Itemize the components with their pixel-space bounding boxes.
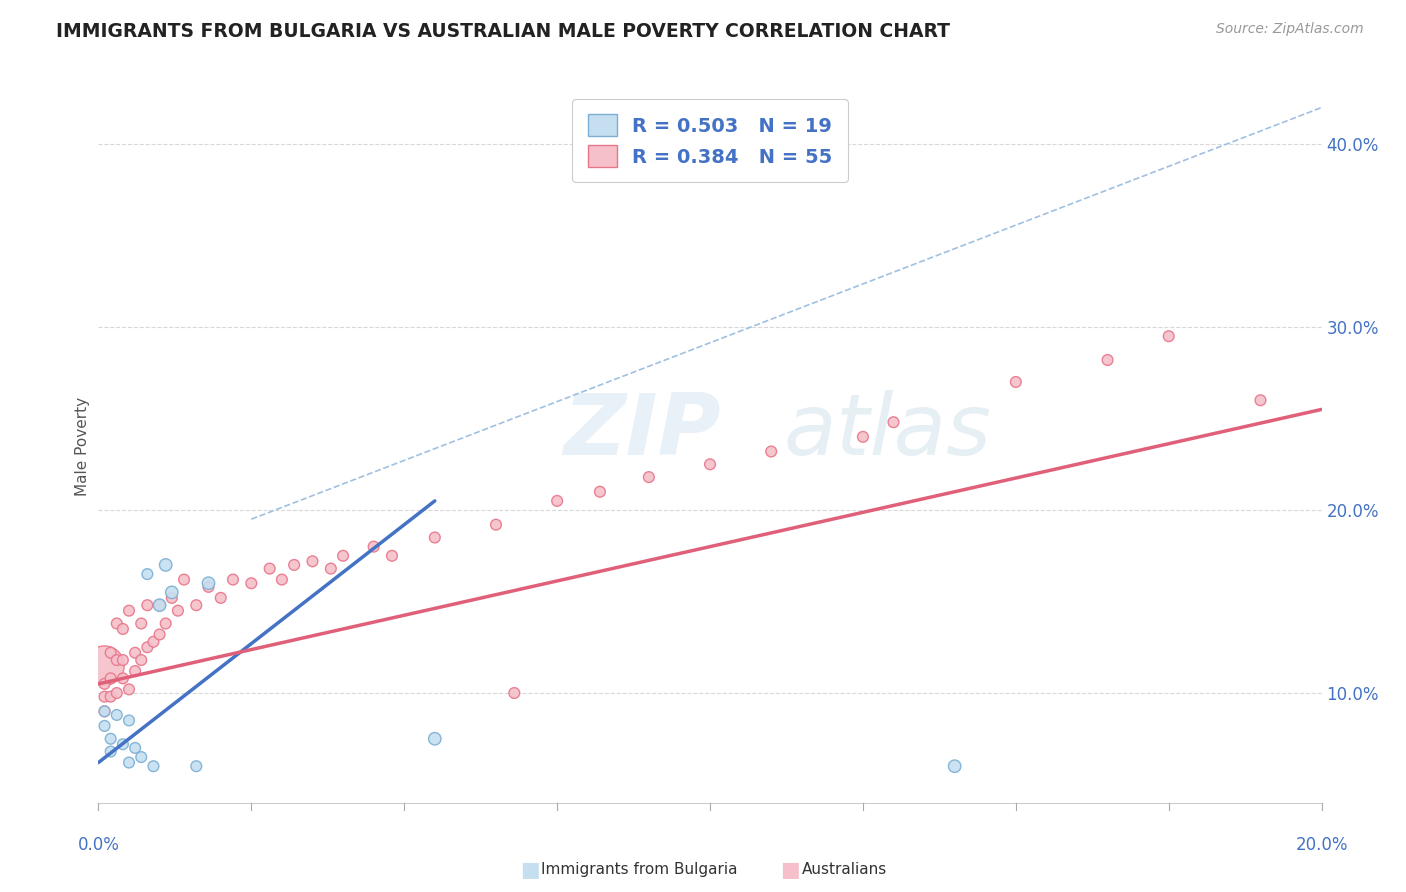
Point bbox=[111, 672, 134, 686]
Point bbox=[160, 585, 183, 599]
Point bbox=[283, 558, 305, 572]
Point bbox=[129, 653, 152, 667]
Point bbox=[136, 598, 159, 612]
Point bbox=[381, 549, 404, 563]
Point bbox=[142, 759, 165, 773]
Point bbox=[100, 731, 122, 746]
Point bbox=[240, 576, 263, 591]
Point bbox=[160, 591, 183, 605]
Point bbox=[503, 686, 526, 700]
Point bbox=[637, 470, 661, 484]
Point bbox=[118, 604, 141, 618]
Point bbox=[118, 682, 141, 697]
Point bbox=[155, 558, 177, 572]
Point bbox=[100, 672, 122, 686]
Point bbox=[759, 444, 782, 458]
Text: ■: ■ bbox=[780, 860, 800, 880]
Point bbox=[186, 598, 208, 612]
Text: atlas: atlas bbox=[783, 390, 991, 474]
Point bbox=[105, 708, 128, 723]
Text: Source: ZipAtlas.com: Source: ZipAtlas.com bbox=[1216, 22, 1364, 37]
Point bbox=[209, 591, 232, 605]
Point bbox=[124, 740, 146, 755]
Point bbox=[136, 640, 159, 655]
Text: IMMIGRANTS FROM BULGARIA VS AUSTRALIAN MALE POVERTY CORRELATION CHART: IMMIGRANTS FROM BULGARIA VS AUSTRALIAN M… bbox=[56, 22, 950, 41]
Point bbox=[105, 686, 128, 700]
Point bbox=[167, 604, 190, 618]
Point bbox=[186, 759, 208, 773]
Point bbox=[136, 567, 159, 582]
Point bbox=[319, 561, 342, 575]
Point bbox=[93, 719, 115, 733]
Point bbox=[883, 415, 905, 429]
Point bbox=[93, 677, 115, 691]
Text: Australians: Australians bbox=[801, 863, 887, 877]
Point bbox=[100, 646, 122, 660]
Point bbox=[332, 549, 354, 563]
Point bbox=[124, 646, 146, 660]
Point bbox=[943, 759, 966, 773]
Point bbox=[301, 554, 323, 568]
Point bbox=[1157, 329, 1180, 343]
Point bbox=[423, 531, 446, 545]
Text: ZIP: ZIP bbox=[564, 390, 721, 474]
Point bbox=[93, 690, 115, 704]
Point bbox=[93, 658, 115, 673]
Point bbox=[1004, 375, 1026, 389]
Point bbox=[546, 494, 568, 508]
Text: ■: ■ bbox=[520, 860, 540, 880]
Point bbox=[142, 634, 165, 648]
Text: 0.0%: 0.0% bbox=[77, 836, 120, 854]
Point bbox=[149, 627, 172, 641]
Point bbox=[149, 598, 172, 612]
Point bbox=[100, 690, 122, 704]
Point bbox=[259, 561, 281, 575]
Text: Immigrants from Bulgaria: Immigrants from Bulgaria bbox=[541, 863, 738, 877]
Point bbox=[1097, 353, 1119, 368]
Point bbox=[197, 576, 219, 591]
Point bbox=[105, 616, 128, 631]
Point bbox=[1249, 393, 1271, 408]
Point bbox=[118, 714, 141, 728]
Point bbox=[124, 664, 146, 678]
Point bbox=[111, 622, 134, 636]
Point bbox=[699, 458, 721, 472]
Point bbox=[270, 573, 292, 587]
Point bbox=[105, 653, 128, 667]
Point bbox=[155, 616, 177, 631]
Point bbox=[129, 750, 152, 764]
Point bbox=[222, 573, 245, 587]
Point bbox=[197, 580, 219, 594]
Point bbox=[118, 756, 141, 770]
Y-axis label: Male Poverty: Male Poverty bbox=[75, 396, 90, 496]
Point bbox=[93, 704, 115, 718]
Point bbox=[93, 704, 115, 718]
Point bbox=[173, 573, 195, 587]
Point bbox=[423, 731, 446, 746]
Point bbox=[485, 517, 508, 532]
Point bbox=[111, 737, 134, 751]
Point bbox=[100, 745, 122, 759]
Point bbox=[149, 598, 172, 612]
Point bbox=[111, 653, 134, 667]
Text: 20.0%: 20.0% bbox=[1295, 836, 1348, 854]
Point bbox=[589, 484, 612, 499]
Legend: R = 0.503   N = 19, R = 0.384   N = 55: R = 0.503 N = 19, R = 0.384 N = 55 bbox=[572, 99, 848, 182]
Point bbox=[852, 430, 875, 444]
Point bbox=[129, 616, 152, 631]
Point bbox=[363, 540, 385, 554]
